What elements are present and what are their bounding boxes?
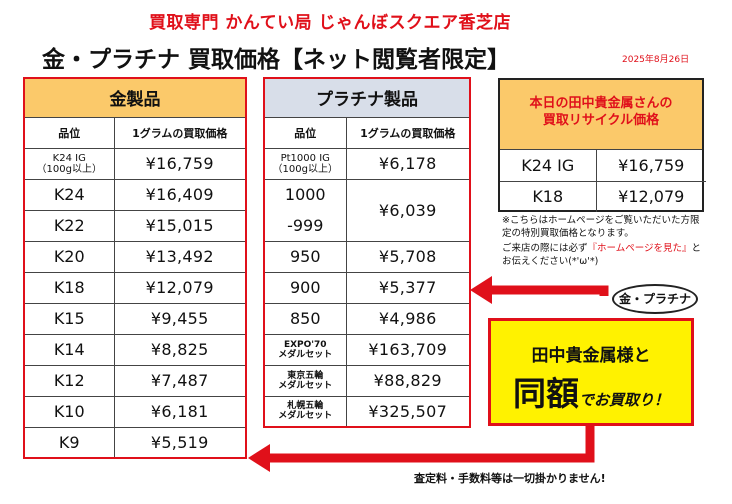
table-row: Pt1000 IG （100g以上） ¥6,178 (263, 147, 471, 180)
gold-price: ¥5,519 (113, 426, 247, 459)
table-row: 札幌五輪 メダルセット ¥325,507 (263, 395, 471, 428)
date-label: 2025年8月26日 (622, 55, 690, 65)
table-row: 東京五輪 メダルセット ¥88,829 (263, 364, 471, 397)
table-row: 850 ¥4,986 (263, 302, 471, 335)
visit-note: ご来店の際には必ず『ホームページを見た』とお伝えください(*'ω'*) (502, 242, 707, 268)
tanaka-price: ¥16,759 (595, 150, 706, 181)
platinum-price: ¥163,709 (345, 333, 471, 366)
table-row: K14 ¥8,825 (23, 333, 247, 366)
platinum-grade: 1000 (263, 178, 347, 210)
promo-line2: 同額でお買取り！ (491, 367, 691, 415)
platinum-table-title: プラチナ製品 (263, 77, 471, 118)
gold-price: ¥12,079 (113, 271, 247, 304)
visit-note-text-end: とお伝えください(*'ω'*) (502, 243, 702, 267)
gold-grade: K14 (23, 333, 115, 366)
table-row: K22 ¥15,015 (23, 209, 247, 242)
same-price-promo: 田中貴金属様と 同額でお買取り！ (488, 318, 694, 426)
gold-price: ¥13,492 (113, 240, 247, 273)
tanaka-price-table: K24 IG ¥16,759 K18 ¥12,079 (500, 150, 706, 212)
no-fee-note: 査定料・手数料等は一切掛かりません! (414, 472, 606, 485)
platinum-price: ¥6,178 (345, 147, 471, 180)
gold-price: ¥8,825 (113, 333, 247, 366)
gold-grade: K18 (23, 271, 115, 304)
page-title: 金・プラチナ 買取価格【ネット閲覧者限定】 (42, 47, 511, 73)
table-row: K24 IG ¥16,759 (500, 150, 706, 181)
table-row: 900 ¥5,377 (263, 271, 471, 304)
gold-price: ¥7,487 (113, 364, 247, 397)
gold-grade: K20 (23, 240, 115, 273)
visit-note-text: ご来店の際には必ず (502, 243, 588, 254)
gold-grade: K22 (23, 209, 115, 242)
table-row: K12 ¥7,487 (23, 364, 247, 397)
visit-note-highlight: 『ホームページを見た』 (587, 243, 692, 254)
tanaka-price: ¥12,079 (595, 180, 706, 212)
gold-price: ¥6,181 (113, 395, 247, 428)
platinum-price: ¥6,039 (345, 178, 471, 242)
gold-price-table: 金製品 品位 1グラムの買取価格 K24 IG （100g以上） ¥16,759… (23, 77, 247, 459)
arrow-to-gold-icon (248, 426, 595, 472)
platinum-col-name: 品位 (263, 116, 347, 149)
platinum-grade: 東京五輪 メダルセット (263, 364, 347, 397)
platinum-price: ¥325,507 (345, 395, 471, 428)
table-row: EXPO'70 メダルセット ¥163,709 (263, 333, 471, 366)
arrow-to-platinum-icon (470, 276, 609, 304)
platinum-price: ¥5,377 (345, 271, 471, 304)
gold-price: ¥15,015 (113, 209, 247, 242)
table-row: K18 ¥12,079 (500, 180, 706, 212)
platinum-grade: 900 (263, 271, 347, 304)
tanaka-grade: K24 IG (521, 155, 575, 175)
platinum-col-price: 1グラムの買取価格 (345, 116, 471, 149)
platinum-grade: 850 (263, 302, 347, 335)
gold-grade: K9 (23, 426, 115, 459)
tanaka-price-box: 本日の田中貴金属さんの 買取リサイクル価格 K24 IG ¥16,759 K18… (498, 78, 706, 212)
table-row: K9 ¥5,519 (23, 426, 247, 459)
gold-grade: K24 IG （100g以上） (23, 147, 115, 180)
tanaka-box-title: 本日の田中貴金属さんの 買取リサイクル価格 (500, 80, 702, 150)
platinum-price-table: プラチナ製品 品位 1グラムの買取価格 Pt1000 IG （100g以上） ¥… (263, 77, 471, 428)
table-row: 1000 ¥6,039 (263, 178, 471, 242)
table-row: K24 ¥16,409 (23, 178, 247, 211)
gold-price: ¥16,409 (113, 178, 247, 211)
promo-line1: 田中貴金属様と (531, 346, 651, 366)
special-price-note: ※こちらはホームページをご覧いただいた方限定の特別買取価格となります。 (502, 215, 700, 239)
table-row: K18 ¥12,079 (23, 271, 247, 304)
gold-grade: K12 (23, 364, 115, 397)
promo-rest-text: でお買取り！ (578, 391, 669, 409)
promo-big-text: 同額 (512, 374, 579, 413)
store-name: 買取専門 かんてい局 じゃんぼスクエア香芝店 (149, 13, 511, 33)
gold-col-price: 1グラムの買取価格 (113, 116, 247, 149)
tanaka-grade: K18 (500, 180, 596, 212)
table-row: K20 ¥13,492 (23, 240, 247, 273)
platinum-grade: 950 (263, 240, 347, 273)
platinum-grade: Pt1000 IG （100g以上） (263, 147, 347, 180)
gold-platinum-bubble: 金・プラチナ (612, 284, 698, 314)
